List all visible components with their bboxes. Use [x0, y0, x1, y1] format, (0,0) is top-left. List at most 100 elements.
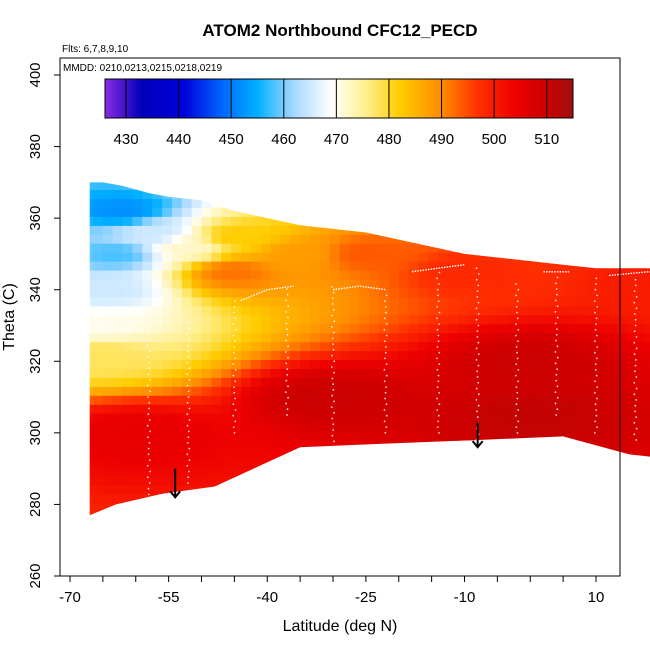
- heatmap-cell: [379, 475, 390, 486]
- heatmap-cell: [349, 314, 360, 325]
- heatmap-cell: [625, 350, 637, 360]
- heatmap-cell: [320, 172, 331, 182]
- heatmap-cell: [359, 395, 370, 405]
- heatmap-cell: [635, 225, 646, 235]
- heatmap-cell: [497, 279, 508, 289]
- heatmap-cell: [102, 234, 114, 244]
- heatmap-cell: [605, 520, 617, 530]
- heatmap-cell: [497, 502, 508, 513]
- heatmap-cell: [517, 305, 528, 316]
- heatmap-cell: [102, 225, 114, 235]
- heatmap-cell: [566, 529, 577, 539]
- heatmap-cell: [477, 556, 489, 566]
- heatmap-cell: [349, 350, 360, 360]
- heatmap-cell: [586, 243, 597, 253]
- heatmap-cell: [576, 475, 587, 486]
- heatmap-cell: [408, 466, 420, 477]
- heatmap-cell: [201, 314, 212, 325]
- heatmap-cell: [270, 457, 281, 468]
- heatmap-cell: [527, 279, 538, 289]
- heatmap-cell: [260, 305, 272, 316]
- heatmap-cell: [487, 520, 498, 530]
- heatmap-cell: [221, 243, 232, 253]
- heatmap-cell: [231, 243, 242, 253]
- heatmap-cell: [171, 386, 183, 396]
- heatmap-cell: [645, 207, 650, 217]
- heatmap-cell: [280, 182, 291, 191]
- heatmap-cell: [152, 431, 163, 441]
- heatmap-cell: [152, 216, 163, 226]
- heatmap-cell: [359, 386, 370, 396]
- heatmap-cell: [270, 511, 281, 522]
- heatmap-cell: [102, 404, 114, 414]
- heatmap-cell: [241, 243, 252, 253]
- heatmap-cell: [329, 556, 341, 566]
- heatmap-cell: [379, 556, 390, 566]
- heatmap-cell: [181, 261, 193, 271]
- heatmap-cell: [162, 547, 173, 557]
- heatmap-cell: [349, 296, 360, 307]
- heatmap-cell: [418, 225, 429, 235]
- heatmap-cell: [457, 457, 469, 468]
- heatmap-cell: [290, 484, 301, 495]
- heatmap-cell: [250, 359, 262, 369]
- heatmap-cell: [408, 556, 420, 566]
- heatmap-cell: [398, 270, 410, 280]
- heatmap-cell: [122, 449, 134, 459]
- heatmap-cell: [527, 520, 538, 530]
- heatmap-cell: [152, 305, 163, 316]
- heatmap-cell: [142, 475, 153, 486]
- heatmap-cell: [556, 457, 567, 468]
- heatmap-cell: [369, 386, 380, 396]
- heatmap-cell: [457, 368, 469, 378]
- heatmap-cell: [596, 422, 607, 432]
- heatmap-cell: [546, 502, 558, 513]
- heatmap-cell: [438, 466, 449, 477]
- heatmap-cell: [605, 511, 617, 522]
- y-tick-label: 300: [27, 420, 44, 445]
- heatmap-cell: [339, 243, 351, 253]
- heatmap-cell: [300, 502, 311, 513]
- heatmap-cell: [319, 431, 331, 441]
- heatmap-cell: [152, 538, 163, 548]
- heatmap-cell: [369, 404, 380, 414]
- heatmap-cell: [398, 457, 410, 468]
- heatmap-cell: [241, 520, 252, 530]
- heatmap-cell: [467, 305, 479, 316]
- plot-frame: [59, 57, 621, 577]
- heatmap-cell: [467, 413, 479, 423]
- heatmap-cell: [122, 511, 134, 522]
- heatmap-cell: [605, 182, 617, 191]
- heatmap-cell: [428, 538, 439, 548]
- heatmap-cell: [132, 431, 143, 441]
- heatmap-cell: [290, 538, 301, 548]
- heatmap-cell: [201, 216, 212, 226]
- heatmap-cell: [536, 207, 548, 217]
- heatmap-cell: [339, 341, 351, 352]
- heatmap-cell: [142, 243, 153, 253]
- heatmap-cell: [625, 296, 637, 307]
- heatmap-cell: [369, 359, 380, 369]
- heatmap-cell: [487, 386, 498, 396]
- heatmap-cell: [477, 538, 489, 548]
- heatmap-cell: [241, 350, 252, 360]
- heatmap-cell: [556, 296, 567, 307]
- heatmap-cell: [221, 431, 232, 441]
- heatmap-cell: [142, 466, 153, 477]
- heatmap-cell: [546, 261, 558, 271]
- heatmap-cell: [290, 449, 301, 459]
- heatmap-cell: [605, 547, 617, 557]
- plot-area: [89, 172, 650, 580]
- heatmap-cell: [586, 413, 597, 423]
- heatmap-cell: [339, 216, 351, 226]
- heatmap-cell: [181, 395, 193, 405]
- heatmap-cell: [132, 529, 143, 539]
- heatmap-cell: [507, 565, 518, 575]
- heatmap-cell: [517, 314, 528, 325]
- heatmap-cell: [418, 413, 429, 423]
- heatmap-cell: [310, 493, 321, 504]
- heatmap-cell: [112, 431, 124, 441]
- heatmap-cell: [310, 172, 321, 182]
- heatmap-cell: [428, 520, 439, 530]
- heatmap-cell: [329, 207, 341, 217]
